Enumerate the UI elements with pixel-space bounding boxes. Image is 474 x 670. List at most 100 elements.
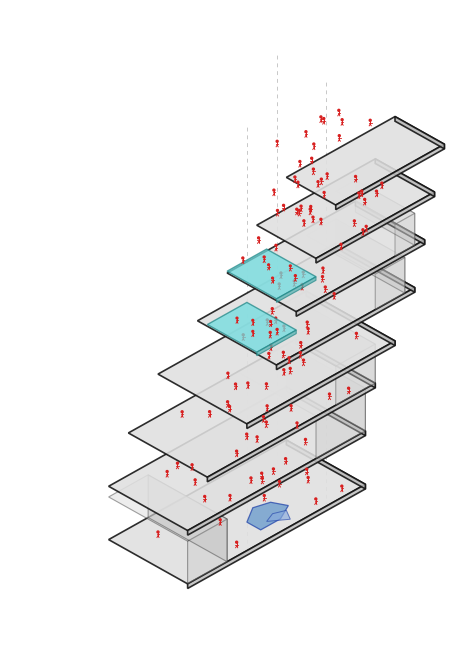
Circle shape (302, 359, 304, 361)
Circle shape (250, 477, 252, 479)
Circle shape (355, 176, 356, 178)
Circle shape (312, 168, 314, 170)
Circle shape (283, 204, 284, 206)
Circle shape (176, 462, 179, 464)
Circle shape (266, 405, 268, 407)
Circle shape (265, 421, 267, 423)
Circle shape (298, 210, 301, 211)
Circle shape (341, 485, 343, 487)
Circle shape (317, 181, 319, 183)
Circle shape (268, 264, 270, 266)
Circle shape (227, 401, 228, 403)
Circle shape (320, 178, 322, 180)
Polygon shape (296, 300, 375, 383)
Circle shape (283, 369, 285, 371)
Polygon shape (306, 219, 405, 274)
Polygon shape (306, 291, 395, 346)
Circle shape (293, 280, 295, 282)
Polygon shape (356, 201, 425, 245)
Circle shape (236, 450, 237, 452)
Polygon shape (247, 341, 395, 429)
Polygon shape (336, 219, 405, 293)
Polygon shape (109, 387, 365, 531)
Circle shape (296, 208, 298, 210)
Circle shape (297, 181, 299, 183)
Polygon shape (207, 383, 375, 482)
Circle shape (364, 198, 365, 200)
Circle shape (269, 332, 271, 334)
Circle shape (276, 140, 278, 142)
Polygon shape (296, 339, 375, 388)
Circle shape (252, 330, 254, 332)
Polygon shape (276, 277, 316, 302)
Circle shape (275, 245, 277, 247)
Polygon shape (227, 249, 316, 299)
Polygon shape (158, 291, 395, 424)
Circle shape (289, 367, 291, 369)
Circle shape (354, 220, 356, 222)
Circle shape (347, 387, 350, 389)
Polygon shape (257, 330, 296, 356)
Polygon shape (276, 287, 415, 370)
Circle shape (324, 286, 326, 288)
Polygon shape (296, 240, 425, 316)
Circle shape (194, 479, 196, 481)
Polygon shape (316, 389, 365, 459)
Polygon shape (336, 344, 375, 405)
Circle shape (246, 433, 248, 435)
Circle shape (303, 220, 305, 222)
Circle shape (306, 321, 308, 323)
Polygon shape (237, 344, 365, 416)
Circle shape (209, 411, 210, 413)
Circle shape (270, 344, 272, 346)
Polygon shape (207, 302, 296, 352)
Circle shape (252, 320, 254, 321)
Circle shape (310, 157, 313, 159)
Polygon shape (266, 511, 290, 521)
Polygon shape (257, 300, 375, 366)
Polygon shape (336, 243, 415, 292)
Circle shape (266, 319, 268, 321)
Circle shape (204, 496, 206, 497)
Circle shape (265, 383, 267, 385)
Circle shape (283, 325, 285, 327)
Polygon shape (257, 159, 435, 259)
Polygon shape (375, 159, 435, 196)
Circle shape (333, 293, 335, 295)
Polygon shape (286, 387, 365, 436)
Circle shape (328, 393, 330, 395)
Polygon shape (286, 440, 365, 489)
Polygon shape (109, 475, 227, 541)
Circle shape (290, 265, 291, 267)
Circle shape (320, 116, 322, 118)
Circle shape (288, 357, 290, 359)
Circle shape (338, 135, 340, 137)
Polygon shape (395, 213, 415, 257)
Circle shape (309, 208, 311, 210)
Circle shape (181, 411, 183, 413)
Circle shape (273, 468, 274, 470)
Circle shape (283, 351, 284, 353)
Circle shape (229, 494, 231, 496)
Circle shape (276, 210, 278, 212)
Circle shape (294, 176, 296, 178)
Circle shape (340, 243, 342, 245)
Circle shape (276, 328, 278, 330)
Circle shape (296, 422, 298, 424)
Circle shape (284, 458, 287, 460)
Circle shape (302, 271, 304, 273)
Circle shape (157, 531, 159, 533)
Circle shape (323, 192, 325, 194)
Polygon shape (188, 519, 227, 584)
Circle shape (300, 205, 302, 207)
Circle shape (258, 237, 260, 239)
Circle shape (320, 218, 322, 220)
Polygon shape (336, 180, 415, 224)
Circle shape (375, 190, 377, 192)
Circle shape (270, 320, 272, 322)
Polygon shape (188, 484, 365, 588)
Circle shape (166, 470, 168, 472)
Polygon shape (286, 344, 365, 431)
Polygon shape (375, 257, 405, 310)
Circle shape (326, 173, 328, 175)
